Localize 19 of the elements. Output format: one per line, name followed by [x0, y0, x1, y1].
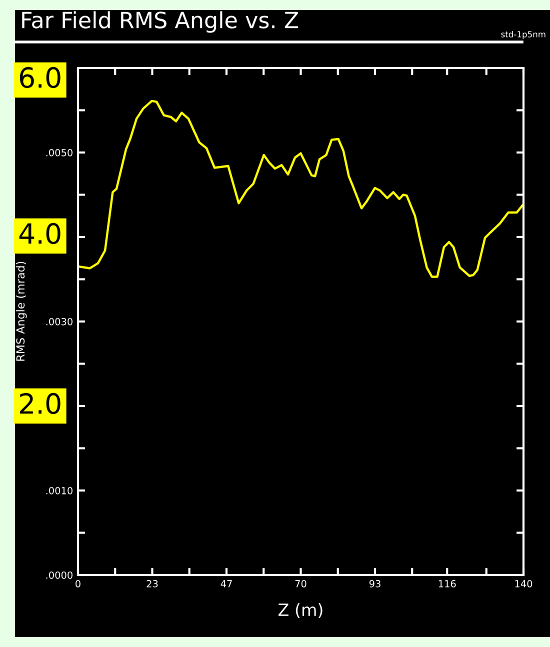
y-tick-label: .0010 [46, 486, 72, 494]
y-tick-label: .0050 [46, 148, 72, 156]
text: 4.0 [19, 223, 60, 244]
line-series [78, 100, 524, 278]
x-tick-label: 93 [369, 580, 380, 588]
y-axis-title: RMS Angle (mrad) [16, 262, 27, 361]
y-tick-label: .0030 [46, 318, 72, 326]
x-tick-label: 116 [438, 580, 456, 588]
y-tick-label: .0000 [46, 571, 72, 579]
x-tick-label: 23 [146, 580, 158, 588]
x-axis-title: Z (m) [278, 603, 322, 618]
x-tick-label: 0 [76, 580, 80, 588]
text: 2.0 [20, 393, 60, 414]
chart-subtitle: std-1p5nm [501, 30, 546, 40]
x-tick-label: 47 [220, 580, 232, 588]
x-tick-label: 140 [515, 580, 532, 588]
text: 6.0 [20, 67, 60, 88]
chart-title: Far Field RMS Angle vs. Z [22, 11, 298, 33]
x-tick-label: 70 [295, 580, 306, 588]
